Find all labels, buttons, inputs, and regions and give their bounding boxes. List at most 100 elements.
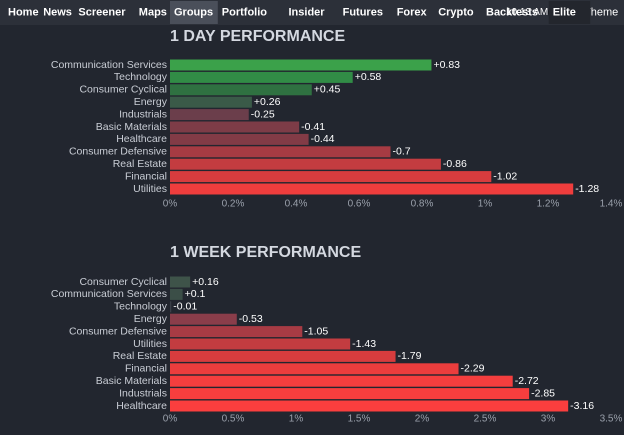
category-label: Utilities <box>133 338 167 350</box>
nav-item[interactable]: Portfolio <box>222 6 267 18</box>
value-label: -0.44 <box>311 133 335 145</box>
bar <box>170 146 391 158</box>
bar <box>170 96 252 108</box>
category-label: Real Estate <box>113 350 167 362</box>
category-label: Industrials <box>119 387 167 399</box>
category-label: Healthcare <box>116 400 167 412</box>
category-label: Financial <box>125 363 167 375</box>
value-label: +0.45 <box>314 84 341 96</box>
value-label: -2.72 <box>515 375 539 387</box>
bar <box>170 133 309 145</box>
x-tick-label: 1% <box>289 414 304 425</box>
value-label: -1.79 <box>398 350 422 362</box>
bar <box>170 158 441 170</box>
nav-active <box>170 1 218 24</box>
value-label: -1.05 <box>304 325 328 337</box>
x-tick-label: 0.8% <box>411 199 434 210</box>
nav-item[interactable]: Forex <box>397 6 428 18</box>
x-tick-label: 1.5% <box>348 414 371 425</box>
category-label: Healthcare <box>116 133 167 145</box>
value-label: -2.29 <box>461 363 485 375</box>
nav-bar <box>0 0 624 25</box>
bar <box>170 171 492 183</box>
category-label: Technology <box>114 71 168 83</box>
value-label: -3.16 <box>570 400 594 412</box>
clock: 10:13 AM <box>506 7 548 18</box>
nav-item[interactable]: Backtests <box>486 6 538 18</box>
value-label: +0.58 <box>355 71 382 83</box>
bar <box>170 71 353 83</box>
category-label: Energy <box>134 96 168 108</box>
bar <box>170 59 432 71</box>
x-tick-label: 3.5% <box>600 414 623 425</box>
value-label: +0.1 <box>185 288 206 300</box>
bar <box>170 288 183 300</box>
chart-title: 1 WEEK PERFORMANCE <box>170 244 361 261</box>
theme-label[interactable]: Theme <box>584 6 618 18</box>
value-label: +0.26 <box>254 96 281 108</box>
category-label: Utilities <box>133 183 167 195</box>
value-label: -1.43 <box>352 338 376 350</box>
value-label: -0.86 <box>443 158 467 170</box>
value-label: +0.83 <box>433 59 460 71</box>
x-tick-label: 2% <box>415 414 430 425</box>
x-tick-label: 0.4% <box>285 199 308 210</box>
bar <box>170 375 513 387</box>
value-label: -0.7 <box>393 146 411 158</box>
value-label: +0.16 <box>192 276 219 288</box>
x-tick-label: 1.2% <box>537 199 560 210</box>
x-tick-label: 0.6% <box>348 199 371 210</box>
category-label: Financial <box>125 170 167 182</box>
bar <box>170 84 312 96</box>
category-label: Consumer Defensive <box>69 325 167 337</box>
x-tick-label: 0% <box>163 414 178 425</box>
bar <box>170 109 249 121</box>
category-label: Industrials <box>119 108 167 120</box>
bar <box>170 400 569 412</box>
bar <box>170 326 303 338</box>
bar <box>170 121 300 133</box>
category-label: Communication Services <box>51 59 167 71</box>
value-label: -1.28 <box>575 183 599 195</box>
bar <box>170 338 351 350</box>
category-label: Consumer Cyclical <box>79 276 167 288</box>
nav-item[interactable]: Elite <box>553 6 576 18</box>
x-tick-label: 0% <box>163 199 178 210</box>
bar <box>170 363 459 375</box>
x-tick-label: 3% <box>541 414 556 425</box>
nav-item[interactable]: Maps <box>139 6 167 18</box>
nav-item[interactable]: News <box>43 6 72 18</box>
category-label: Basic Materials <box>96 375 167 387</box>
nav-item[interactable]: Groups <box>174 6 213 18</box>
value-label: -0.53 <box>239 313 263 325</box>
value-label: -0.41 <box>301 121 325 133</box>
nav-item[interactable]: Insider <box>289 6 326 18</box>
bar <box>170 183 574 195</box>
x-tick-label: 1% <box>478 199 493 210</box>
category-label: Communication Services <box>51 288 167 300</box>
value-label: -2.85 <box>531 387 555 399</box>
nav-item[interactable]: Crypto <box>438 6 474 18</box>
nav-elite <box>548 1 591 24</box>
category-label: Real Estate <box>113 158 167 170</box>
category-label: Consumer Cyclical <box>79 84 167 96</box>
x-tick-label: 1.4% <box>600 199 623 210</box>
category-label: Basic Materials <box>96 121 167 133</box>
nav-item[interactable]: Screener <box>78 6 126 18</box>
category-label: Technology <box>114 301 168 313</box>
bar <box>170 388 530 400</box>
x-tick-label: 0.5% <box>222 414 245 425</box>
value-label: -0.25 <box>251 108 275 120</box>
x-tick-label: 2.5% <box>474 414 497 425</box>
bar <box>170 313 237 325</box>
x-tick-label: 0.2% <box>222 199 245 210</box>
bar <box>170 301 172 313</box>
chart-title: 1 DAY PERFORMANCE <box>170 28 345 45</box>
nav-item[interactable]: Futures <box>343 6 383 18</box>
category-label: Energy <box>134 313 168 325</box>
nav-item[interactable]: Home <box>8 6 39 18</box>
bar <box>170 350 396 362</box>
value-label: -0.01 <box>173 301 197 313</box>
